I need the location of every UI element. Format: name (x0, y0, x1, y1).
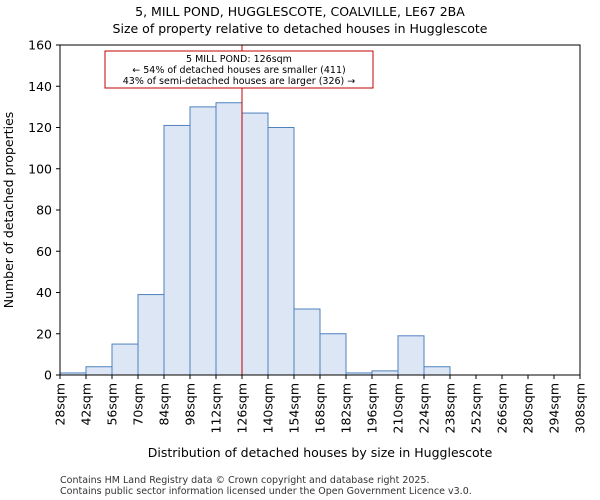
annotation-line: ← 54% of detached houses are smaller (41… (132, 65, 345, 76)
x-tick-label: 98sqm (183, 383, 198, 426)
histogram-bar (137, 294, 165, 376)
bars-group (59, 102, 451, 376)
x-tick-label: 168sqm (313, 383, 328, 433)
x-tick-label: 140sqm (261, 383, 276, 433)
chart-subtitle: Size of property relative to detached ho… (113, 21, 488, 36)
chart-title: 5, MILL POND, HUGGLESCOTE, COALVILLE, LE… (135, 4, 465, 19)
histogram-bar (371, 370, 399, 376)
x-axis-ticks: 28sqm 42sqm 56sqm 70sqm 84sqm 98sqm 112sqm 126s… (53, 375, 588, 433)
histogram-bar (397, 335, 425, 376)
histogram-bar (189, 106, 217, 376)
x-tick-label: 196sqm (365, 383, 380, 433)
y-tick-label: 120 (28, 120, 52, 135)
x-tick-label: 70sqm (131, 383, 146, 426)
x-tick-label: 182sqm (339, 383, 354, 433)
x-tick-label: 42sqm (79, 383, 94, 426)
y-axis-ticks: 0 20 40 60 80 100 120 140 160 (28, 38, 60, 383)
histogram-bar (215, 102, 243, 376)
x-tick-label: 28sqm (53, 383, 68, 426)
y-tick-label: 160 (28, 38, 52, 53)
x-tick-label: 112sqm (209, 383, 224, 433)
marker-group: 5 MILL POND: 126sqm← 54% of detached hou… (104, 45, 374, 375)
x-axis-label: Distribution of detached houses by size … (148, 445, 493, 460)
y-tick-label: 40 (36, 285, 52, 300)
annotation-line: 43% of semi-detached houses are larger (… (123, 76, 356, 87)
footer-line-2: Contains public sector information licen… (60, 486, 472, 497)
x-tick-label: 126sqm (235, 383, 250, 433)
y-tick-label: 60 (36, 244, 52, 259)
x-tick-label: 308sqm (573, 383, 588, 433)
histogram-bar (241, 112, 269, 376)
x-tick-label: 56sqm (105, 383, 120, 426)
x-tick-label: 280sqm (521, 383, 536, 433)
x-tick-label: 294sqm (547, 383, 562, 433)
y-tick-label: 100 (28, 161, 52, 176)
x-tick-label: 252sqm (469, 383, 484, 433)
histogram-bar (111, 343, 139, 376)
histogram-bar (319, 333, 347, 376)
x-tick-label: 224sqm (417, 383, 432, 433)
x-tick-label: 154sqm (287, 383, 302, 433)
plot-frame (59, 44, 581, 376)
x-tick-label: 210sqm (391, 383, 406, 433)
histogram-bar (85, 366, 113, 376)
y-tick-label: 140 (28, 79, 52, 94)
annotation-box (104, 50, 374, 89)
histogram-bar (163, 124, 191, 376)
y-axis-label: Number of detached properties (1, 112, 16, 309)
histogram-bar (423, 366, 451, 376)
y-tick-label: 80 (36, 203, 52, 218)
annotation-line: 5 MILL POND: 126sqm (186, 54, 292, 65)
y-tick-label: 0 (44, 368, 52, 383)
x-tick-label: 84sqm (157, 383, 172, 426)
histogram-bar (293, 308, 321, 376)
x-tick-label: 266sqm (495, 383, 510, 433)
x-tick-label: 238sqm (443, 383, 458, 433)
histogram-bar (267, 127, 295, 376)
y-tick-label: 20 (36, 326, 52, 341)
footer-line-1: Contains HM Land Registry data © Crown c… (60, 475, 430, 486)
